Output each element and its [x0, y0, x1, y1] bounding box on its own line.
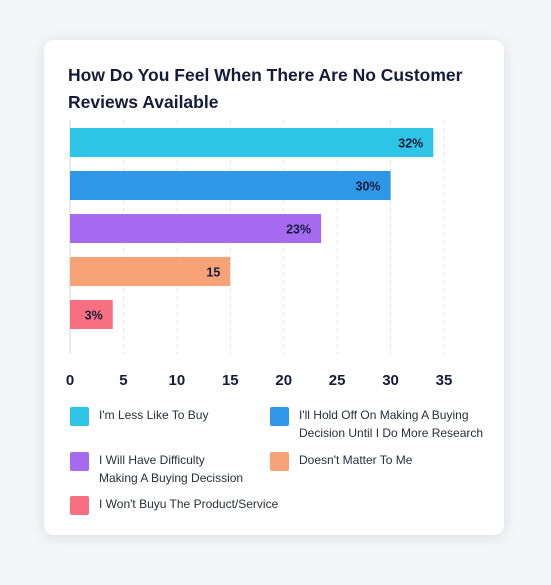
legend-item: Doesn't Matter To Me: [270, 451, 505, 471]
x-tick-label-4: 20: [275, 372, 292, 389]
legend-label: I Won't Buyu The Product/Service: [99, 497, 279, 511]
x-tick-label-7: 35: [436, 372, 453, 389]
bar-1: [70, 171, 391, 200]
chart-legend: I'm Less Like To Buy I'll Hold Off On Mak…: [70, 406, 500, 526]
bar-label-1: 30%: [356, 180, 381, 194]
bar-4: [70, 300, 113, 329]
legend-swatch: [70, 407, 89, 426]
chart-title: How Do You Feel When There Are No Custom…: [68, 65, 463, 112]
legend-item: I'm Less Like To Buy: [70, 406, 270, 426]
x-tick-label-0: 0: [66, 372, 74, 389]
bar-chart: 32% 30% 23% 15 3% 0 5 10 15 20 25 30 35: [66, 120, 453, 389]
legend-label: I'll Hold Off On Making A Buying Decision…: [299, 408, 484, 440]
bar-label-2: 23%: [286, 223, 311, 237]
x-tick-label-1: 5: [119, 372, 127, 389]
legend-label: Doesn't Matter To Me: [299, 453, 413, 467]
chart-card: How Do You Feel When There Are No Custom…: [44, 40, 504, 535]
legend-label: I'm Less Like To Buy: [99, 408, 209, 422]
bar-0: [70, 128, 434, 157]
legend-item: I'll Hold Off On Making A Buying Decision…: [270, 406, 505, 442]
bar-label-3: 15: [206, 266, 220, 280]
legend-item: I Won't Buyu The Product/Service: [70, 495, 330, 515]
bar-label-0: 32%: [398, 137, 423, 151]
legend-label: I Will Have Difficulty Making A Buying De…: [99, 453, 244, 485]
x-tick-label-6: 30: [382, 372, 399, 389]
legend-swatch: [70, 452, 89, 471]
legend-swatch: [270, 407, 289, 426]
legend-swatch: [270, 452, 289, 471]
legend-item: I Will Have Difficulty Making A Buying De…: [70, 451, 270, 487]
x-tick-label-2: 10: [169, 372, 186, 389]
x-tick-label-5: 25: [329, 372, 346, 389]
legend-swatch: [70, 496, 89, 515]
bar-label-4: 3%: [85, 309, 103, 323]
x-tick-label-3: 15: [222, 372, 239, 389]
bar-2: [70, 214, 322, 243]
bar-3: [70, 257, 231, 286]
